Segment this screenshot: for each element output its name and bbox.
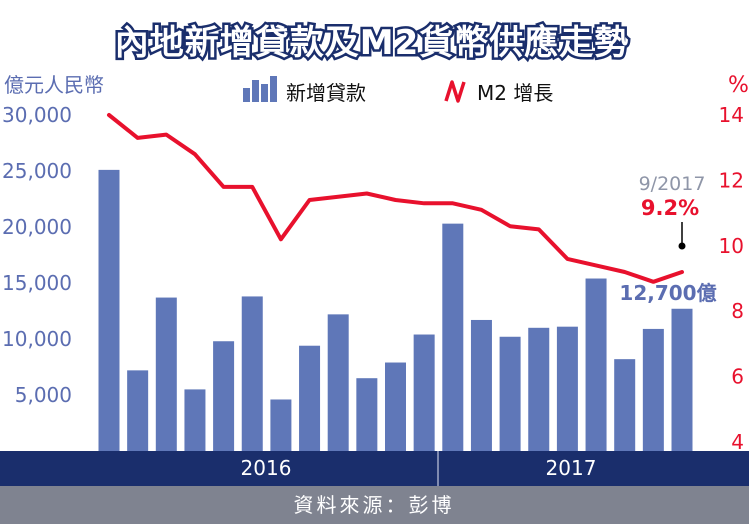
legend-bar-icon [243,76,277,102]
m2-point [537,227,541,231]
m2-growth-line [107,113,684,284]
m2-point [336,195,340,199]
annotation-m2-value: 9.2% [641,196,699,220]
right-tick-label: 6 [731,365,744,389]
left-tick-label: 5,000 [15,383,72,407]
loan-bar [327,314,349,451]
loan-bars [98,169,693,451]
left-tick-label: 10,000 [2,327,72,351]
annotation-loan-value: 12,700億 [619,281,716,305]
loan-bar [241,296,263,451]
left-tick-label: 15,000 [2,271,72,295]
loan-bar [155,297,177,451]
loan-bar [470,319,492,451]
m2-point [565,257,569,261]
year-label-2016: 2016 [241,456,292,480]
loan-bar [556,326,578,451]
m2-point [164,133,168,137]
legend-loans-label: 新增貸款 [286,81,366,105]
legend-m2-label: M2 增長 [477,81,553,105]
right-axis-label: % [728,73,749,98]
m2-point [680,270,684,274]
left-tick-label: 20,000 [2,215,72,239]
m2-point [308,198,312,202]
loan-bar [356,378,378,451]
year-label-2017: 2017 [546,456,597,480]
loan-bar [413,334,435,451]
m2-point [394,198,397,202]
m2-point [250,185,254,189]
right-tick-label: 8 [731,299,744,323]
loan-bar [98,169,120,451]
legend-line-icon [444,80,466,103]
loan-bar [528,327,550,451]
loan-bar [270,399,292,451]
m2-point [508,224,512,228]
loan-bar [213,341,235,451]
loan-bar [184,389,206,451]
loan-bar [442,223,464,451]
right-tick-label: 12 [719,168,744,192]
m2-point [623,270,627,274]
annotation-date: 9/2017 [639,173,706,195]
loan-bar [642,328,664,451]
m2-point [222,185,226,189]
left-tick-label: 30,000 [2,103,72,127]
left-axis-label: 億元人民幣 [4,73,104,97]
loan-bar [385,362,406,451]
chart-title: 內地新增貸款及M2貨幣供應走勢 [115,23,630,63]
m2-point [107,113,111,117]
m2-point [422,201,426,205]
source-text: 資料來源：彭博 [294,493,455,517]
m2-line-layer [107,113,684,284]
m2-point [651,280,655,284]
m2-point [136,136,140,140]
m2-point [451,201,455,205]
year-footer [0,451,749,486]
loan-bar [671,308,693,451]
loan-bar [585,278,607,451]
m2-point [193,152,197,156]
legend: 新增貸款 M2 增長 [243,76,553,105]
loan-bar [499,336,521,451]
right-axis-ticks: 4 6 8 10 12 14 [719,103,744,454]
m2-point [594,263,598,267]
right-tick-label: 14 [719,103,744,127]
left-tick-label: 25,000 [2,159,72,183]
loan-bar [127,370,149,451]
m2-point [279,237,283,241]
annotation-point [678,242,686,250]
right-tick-label: 10 [719,234,744,258]
left-axis-ticks: 5,000 10,000 15,000 20,000 25,000 30,000 [2,103,72,407]
source-bar [0,486,749,524]
m2-point [365,191,369,195]
loan-bar [614,359,636,451]
loan-bar [299,345,321,451]
right-tick-label: 4 [731,430,744,454]
m2-point [479,208,483,212]
